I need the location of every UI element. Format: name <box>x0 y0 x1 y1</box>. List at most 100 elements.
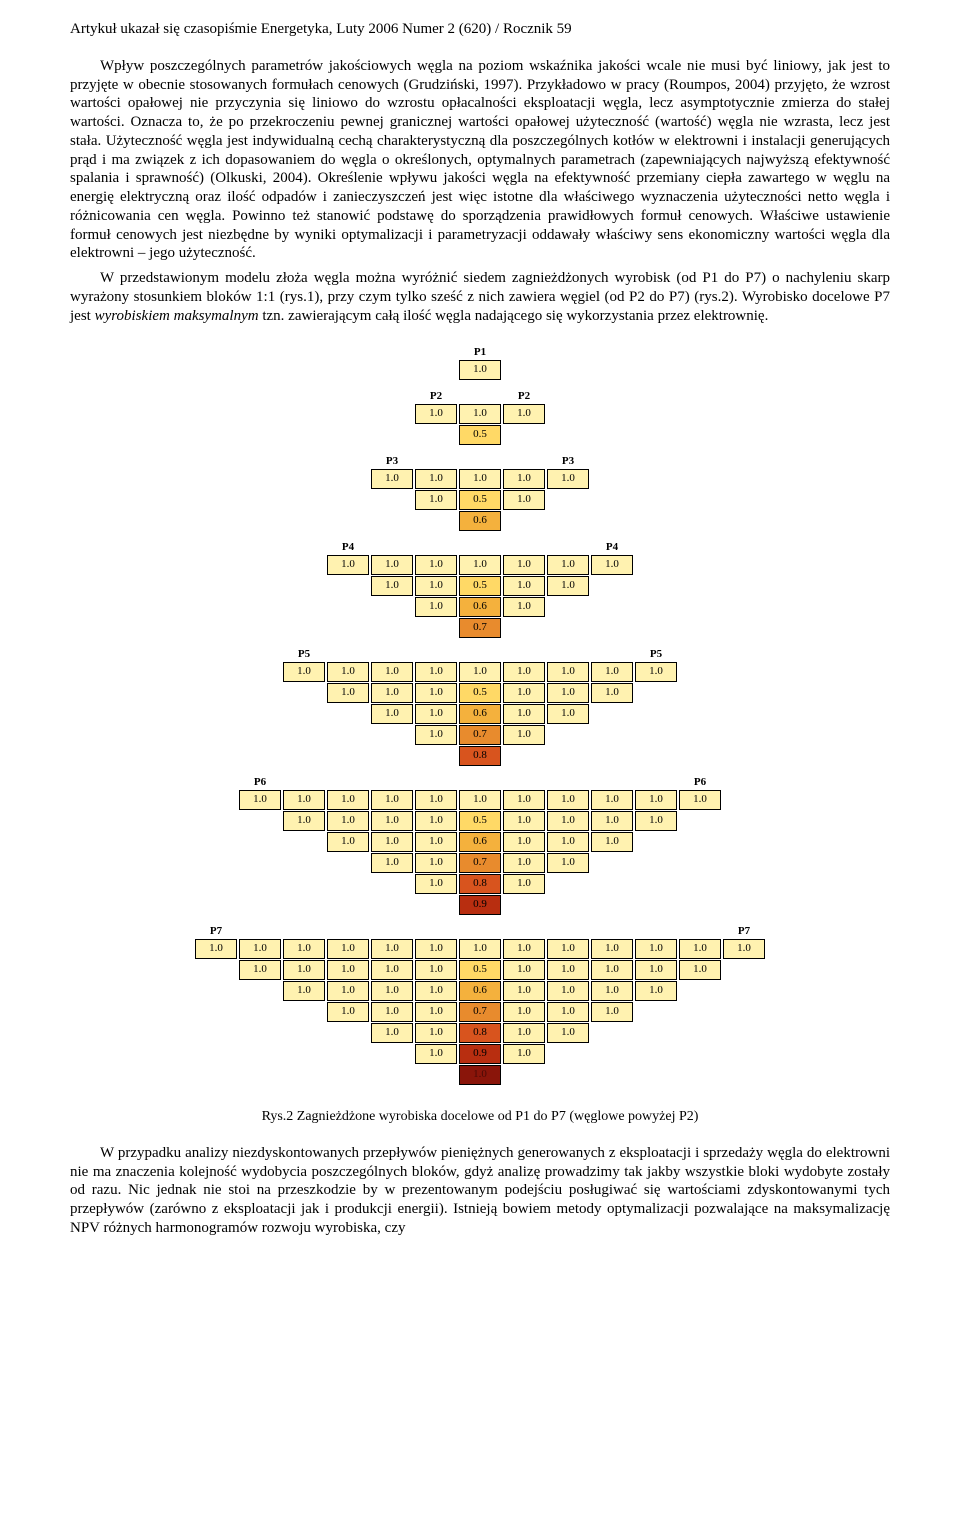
pit-cell: 1.0 <box>459 1065 501 1085</box>
pit-cell: 0.8 <box>459 874 501 894</box>
pit-cell: 1.0 <box>635 939 677 959</box>
pit-cell: 1.0 <box>635 811 677 831</box>
pit-cell: 1.0 <box>635 960 677 980</box>
pit-cell: 1.0 <box>459 360 501 380</box>
pit-label <box>679 922 721 938</box>
pit-label <box>239 922 281 938</box>
pit-label: P6 <box>679 773 721 789</box>
pit-label <box>415 538 457 554</box>
pit-label <box>503 645 545 661</box>
pit-label <box>503 922 545 938</box>
pit-cell: 1.0 <box>591 1002 633 1022</box>
pit-label: P6 <box>239 773 281 789</box>
pit-cell: 1.0 <box>371 981 413 1001</box>
pit-cell: 1.0 <box>503 404 545 424</box>
pit-label: P7 <box>195 922 237 938</box>
pit-row: 0.9 <box>70 895 890 915</box>
pit-cell: 1.0 <box>459 790 501 810</box>
paragraph-3: W przypadku analizy niezdyskontowanych p… <box>70 1144 890 1238</box>
pit-row: 1.01.01.01.01.01.01.0 <box>70 555 890 575</box>
pit-row: 1.01.01.01.00.61.01.01.01.0 <box>70 981 890 1001</box>
pit-cell: 1.0 <box>415 662 457 682</box>
pit-cell: 1.0 <box>371 469 413 489</box>
pit-label <box>415 773 457 789</box>
pit-cell: 1.0 <box>547 1002 589 1022</box>
pit-label <box>371 922 413 938</box>
pit-cell: 1.0 <box>327 662 369 682</box>
pit-row: 1.00.91.0 <box>70 1044 890 1064</box>
pit-cell: 0.6 <box>459 597 501 617</box>
pit-label <box>503 343 545 359</box>
pit-cell: 1.0 <box>415 469 457 489</box>
pit-cell: 1.0 <box>239 960 281 980</box>
pit-row: 0.8 <box>70 746 890 766</box>
pit-cell: 1.0 <box>503 790 545 810</box>
pit-cell: 1.0 <box>591 790 633 810</box>
pit-cell: 1.0 <box>547 704 589 724</box>
pit-cell: 0.6 <box>459 832 501 852</box>
pit-cell: 1.0 <box>327 555 369 575</box>
paragraph-1: Wpływ poszczególnych parametrów jakościo… <box>70 57 890 263</box>
pit-label-row: P6 P6 <box>70 773 890 789</box>
pit-cell: 0.5 <box>459 425 501 445</box>
pit-label <box>415 645 457 661</box>
pit-cell: 1.0 <box>503 1023 545 1043</box>
pit-cell: 1.0 <box>371 704 413 724</box>
pit-cell: 1.0 <box>415 939 457 959</box>
pit-cell: 1.0 <box>327 939 369 959</box>
pit-label: P3 <box>547 452 589 468</box>
pit-cell: 1.0 <box>415 725 457 745</box>
pit-label <box>283 922 325 938</box>
pit-cell: 1.0 <box>327 960 369 980</box>
pit-label <box>371 773 413 789</box>
pit-cell: 1.0 <box>503 555 545 575</box>
pit-label <box>459 645 501 661</box>
pit-label: P2 <box>415 387 457 403</box>
pit-label <box>415 452 457 468</box>
pit-label <box>591 922 633 938</box>
pit-label <box>591 645 633 661</box>
pit-cell: 1.0 <box>371 960 413 980</box>
paragraph-2c: tzn. zawierającym całą ilość węgla nadaj… <box>259 308 769 324</box>
pit-cell: 0.5 <box>459 683 501 703</box>
pit-cell: 0.9 <box>459 895 501 915</box>
pit-cell: 0.6 <box>459 704 501 724</box>
pit-cell: 1.0 <box>591 555 633 575</box>
pit-cell: 1.0 <box>415 790 457 810</box>
pit-cell: 1.0 <box>415 576 457 596</box>
pit-row: 1.01.00.61.01.0 <box>70 704 890 724</box>
pit-cell: 1.0 <box>371 683 413 703</box>
pit-row: 1.00.71.0 <box>70 725 890 745</box>
pit-cell: 1.0 <box>503 469 545 489</box>
pit-cell: 1.0 <box>415 1002 457 1022</box>
pit-cell: 1.0 <box>503 1002 545 1022</box>
pit-row: 1.00.61.0 <box>70 597 890 617</box>
pit-label <box>415 922 457 938</box>
pit-label <box>503 538 545 554</box>
pit-label <box>547 773 589 789</box>
pit-row: 1.01.00.51.01.0 <box>70 576 890 596</box>
pit-cell: 0.5 <box>459 960 501 980</box>
pit-label <box>459 773 501 789</box>
pit-cell: 1.0 <box>371 576 413 596</box>
pit-cell: 1.0 <box>371 1023 413 1043</box>
pit-cell: 1.0 <box>283 790 325 810</box>
pit-row: 1.01.00.71.01.0 <box>70 853 890 873</box>
pit-cell: 0.5 <box>459 490 501 510</box>
pit-cell: 1.0 <box>415 597 457 617</box>
pit-cell: 1.0 <box>503 939 545 959</box>
pit-cell: 1.0 <box>503 832 545 852</box>
nested-pits-diagram: P11.0P2P21.01.01.00.5P3P31.01.01.01.01.0… <box>70 343 890 1092</box>
pit-label <box>327 922 369 938</box>
pit-cell: 0.7 <box>459 618 501 638</box>
pit-cell: 1.0 <box>459 555 501 575</box>
pit-cell: 0.6 <box>459 981 501 1001</box>
pit-row: 1.01.01.01.01.01.01.01.01.01.01.0 <box>70 790 890 810</box>
pit-cell: 1.0 <box>459 939 501 959</box>
pit-label <box>635 922 677 938</box>
pit-row: 1.00.81.0 <box>70 874 890 894</box>
pit-cell: 1.0 <box>371 790 413 810</box>
pit-cell: 0.6 <box>459 511 501 531</box>
pit-cell: 1.0 <box>503 597 545 617</box>
pit-cell: 1.0 <box>371 853 413 873</box>
